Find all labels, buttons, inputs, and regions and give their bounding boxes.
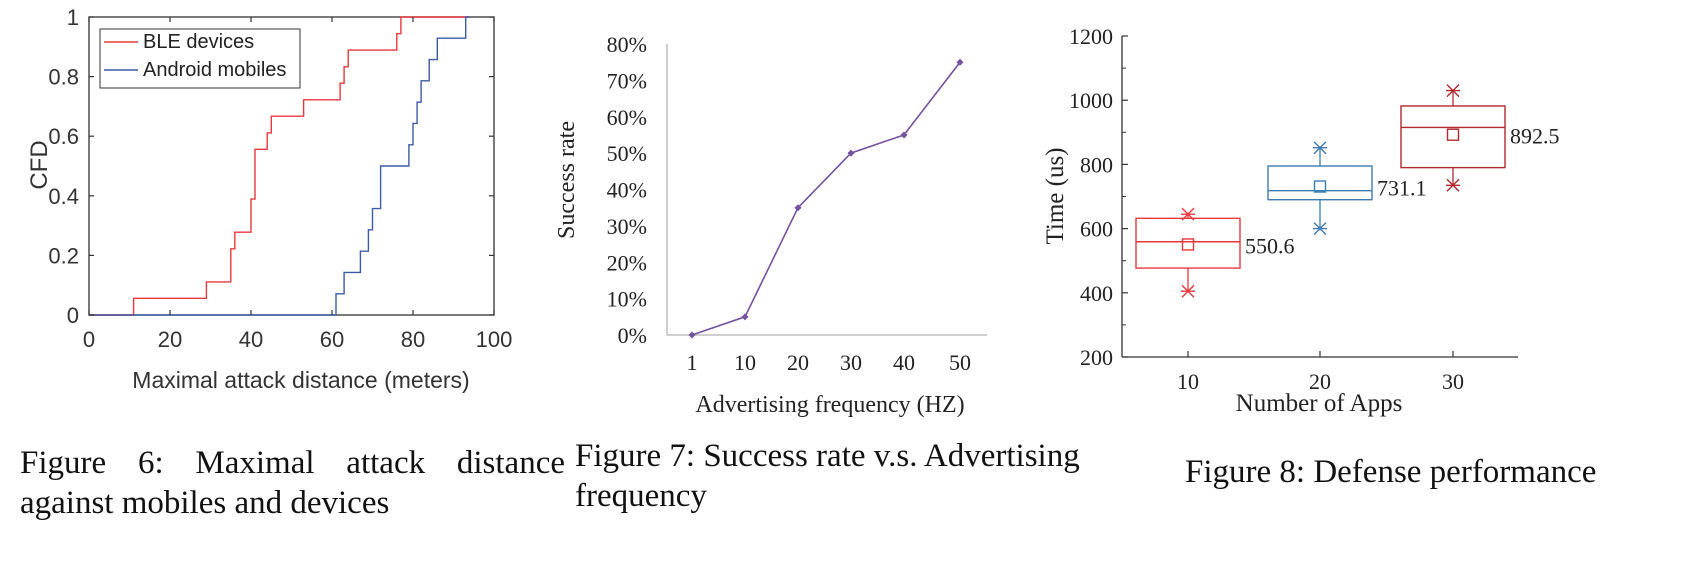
max-marker bbox=[1446, 84, 1460, 98]
mean-marker bbox=[1181, 238, 1195, 251]
data-point-marker bbox=[956, 58, 964, 66]
x-tick-label: 10 bbox=[734, 350, 756, 375]
caption-line-1: Figure 7: Success rate v.s. Advertising bbox=[575, 438, 1080, 474]
y-axis-label: Success rate bbox=[554, 121, 580, 239]
series-line-android-mobiles bbox=[89, 16, 470, 316]
chart-success-rate: 0% 10% 20% 30% 40% 50% 60% 70% 80% 1 10 20 30 40 50 Ad… bbox=[554, 32, 987, 418]
axes-layer: 0% 10% 20% 30% 40% 50% 60% 70% 80% 1 10 20 30 40 50 bbox=[607, 32, 971, 375]
axes-layer: 200 400 600 800 1000 1200 10 20 30 bbox=[1069, 24, 1464, 394]
legend: BLE devices Android mobiles bbox=[99, 28, 301, 89]
data-point-marker bbox=[794, 204, 802, 212]
caption-line-2: frequency bbox=[575, 478, 707, 514]
y-tick-label: 800 bbox=[1080, 152, 1113, 177]
y-tick-label: 0.6 bbox=[48, 124, 79, 149]
mean-value-label: 892.5 bbox=[1510, 124, 1560, 149]
data-point-marker bbox=[741, 313, 749, 321]
x-axis-label: Number of Apps bbox=[1236, 390, 1403, 417]
y-tick-label: 30% bbox=[607, 214, 647, 239]
x-tick-label: 30 bbox=[1442, 369, 1464, 394]
x-tick-label: 1 bbox=[687, 350, 698, 375]
mean-value-label: 550.6 bbox=[1245, 233, 1295, 258]
y-tick-label: 1000 bbox=[1069, 88, 1113, 113]
y-tick-label: 400 bbox=[1080, 281, 1113, 306]
chart-cdf-attack-distance: 0 20 40 60 80 100 0 0.2 0.4 0.6 0.8 1 BLE devices A… bbox=[26, 5, 512, 393]
y-tick-label: 80% bbox=[607, 32, 647, 57]
box-iqr bbox=[1267, 165, 1373, 201]
data-point-marker bbox=[688, 331, 696, 339]
x-tick-label: 30 bbox=[840, 350, 862, 375]
boxes-layer: 550.6 731.1 892.5 bbox=[1135, 84, 1560, 298]
box-iqr bbox=[1400, 105, 1506, 169]
box-group-20: 731.1 bbox=[1267, 141, 1427, 236]
x-axis-label: Maximal attack distance (meters) bbox=[132, 367, 469, 393]
x-tick-label: 0 bbox=[83, 327, 95, 352]
x-tick-label: 20 bbox=[158, 327, 182, 352]
x-tick-label: 100 bbox=[476, 327, 513, 352]
caption-line-2: against mobiles and devices bbox=[20, 485, 390, 521]
y-tick-label: 0.4 bbox=[48, 184, 79, 209]
caption-line-1: Figure 8: Defense performance bbox=[1185, 454, 1597, 490]
max-marker bbox=[1181, 207, 1195, 221]
legend-box bbox=[99, 28, 301, 89]
y-tick-label: 0.2 bbox=[48, 243, 79, 268]
y-tick-label: 200 bbox=[1080, 345, 1113, 370]
legend-label-ble: BLE devices bbox=[143, 31, 254, 53]
y-tick-label: 0 bbox=[67, 303, 79, 328]
data-point-marker bbox=[900, 131, 908, 139]
y-tick-label: 50% bbox=[607, 141, 647, 166]
y-tick-label: 60% bbox=[607, 105, 647, 130]
series-layer bbox=[89, 16, 470, 316]
y-tick-label: 70% bbox=[607, 68, 647, 93]
legend-label-android: Android mobiles bbox=[143, 59, 286, 81]
y-tick-label: 10% bbox=[607, 287, 647, 312]
caption-line-1: Figure 6: Maximal attack distance bbox=[20, 445, 565, 481]
series-line-ble-devices bbox=[89, 16, 470, 316]
x-axis-label: Advertising frequency (HZ) bbox=[695, 392, 964, 418]
y-tick-label: 600 bbox=[1080, 217, 1113, 242]
y-tick-label: 40% bbox=[607, 178, 647, 203]
series-line bbox=[691, 61, 961, 336]
x-tick-label: 80 bbox=[401, 327, 425, 352]
y-axis-label: CFD bbox=[26, 140, 53, 189]
max-marker bbox=[1313, 141, 1327, 155]
min-marker bbox=[1181, 284, 1195, 298]
axes-layer: 0 20 40 60 80 100 0 0.2 0.4 0.6 0.8 1 bbox=[48, 5, 512, 352]
x-tick-label: 20 bbox=[1309, 369, 1331, 394]
y-tick-label: 0.8 bbox=[48, 65, 79, 90]
y-tick-label: 1 bbox=[67, 5, 79, 30]
figure-6-caption: Figure 6: Maximal attack distance agains… bbox=[20, 443, 565, 523]
x-tick-label: 10 bbox=[1177, 369, 1199, 394]
mean-marker bbox=[1446, 128, 1460, 141]
series-layer bbox=[688, 58, 964, 339]
mean-value-label: 731.1 bbox=[1377, 176, 1427, 201]
mean-marker bbox=[1313, 180, 1327, 193]
y-tick-label: 20% bbox=[607, 250, 647, 275]
x-tick-label: 40 bbox=[893, 350, 915, 375]
min-marker bbox=[1313, 222, 1327, 236]
y-tick-label: 1200 bbox=[1069, 24, 1113, 49]
x-tick-label: 40 bbox=[239, 327, 263, 352]
box-group-10: 550.6 bbox=[1135, 207, 1295, 298]
x-tick-label: 50 bbox=[949, 350, 971, 375]
y-tick-label: 0% bbox=[618, 323, 647, 348]
data-point-marker bbox=[847, 149, 855, 157]
box-group-30: 892.5 bbox=[1400, 84, 1560, 192]
figure-7-caption: Figure 7: Success rate v.s. Advertising … bbox=[575, 436, 1140, 516]
chart-defense-boxplot: 200 400 600 800 1000 1200 10 20 30 550.6 731.1 892… bbox=[1042, 24, 1560, 417]
x-tick-label: 60 bbox=[320, 327, 344, 352]
y-axis-label: Time (us) bbox=[1042, 147, 1069, 244]
figure-8-caption: Figure 8: Defense performance bbox=[1185, 452, 1685, 492]
box-iqr bbox=[1135, 217, 1241, 269]
x-tick-label: 20 bbox=[787, 350, 809, 375]
min-marker bbox=[1446, 178, 1460, 192]
